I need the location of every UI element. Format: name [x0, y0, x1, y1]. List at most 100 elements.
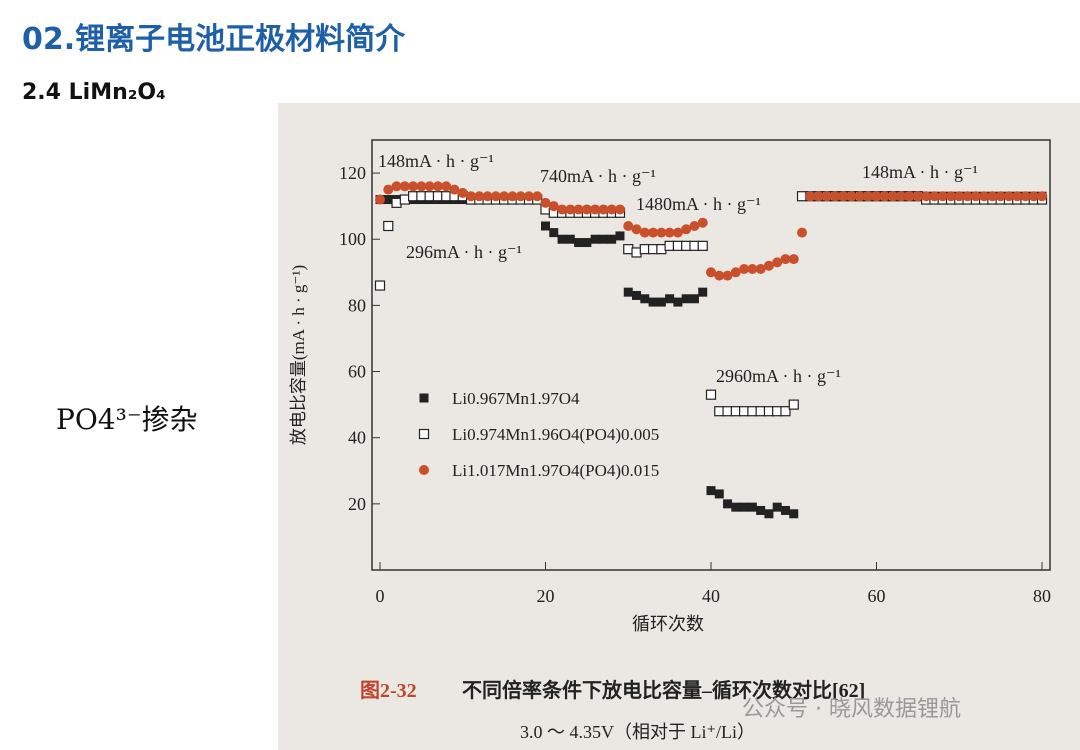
data-point	[648, 297, 658, 307]
data-point	[656, 297, 666, 307]
data-point	[763, 406, 775, 417]
data-point	[739, 502, 749, 512]
data-point	[665, 294, 675, 304]
data-point	[540, 197, 551, 208]
y-tick-label: 100	[339, 229, 366, 249]
data-point	[945, 191, 956, 202]
data-point	[731, 502, 741, 512]
data-point	[689, 221, 700, 231]
data-point	[557, 234, 567, 244]
legend-marker	[418, 428, 430, 440]
data-point	[565, 204, 576, 215]
data-point	[648, 227, 659, 238]
data-point	[424, 191, 435, 202]
caption-text: 不同倍率条件下放电比容量–循环次数对比[62]	[462, 678, 865, 702]
data-point	[673, 297, 683, 307]
data-point	[441, 181, 452, 192]
data-point	[780, 505, 790, 515]
data-point	[449, 184, 460, 195]
data-point	[697, 240, 708, 251]
data-point	[705, 389, 717, 400]
data-point	[772, 257, 783, 268]
data-point	[747, 406, 758, 417]
data-point	[788, 399, 799, 410]
side-label: PO4³⁻掺杂	[56, 403, 198, 436]
data-point	[681, 240, 692, 251]
data-point	[606, 204, 617, 215]
data-point	[987, 191, 998, 202]
y-tick-label: 40	[348, 428, 366, 448]
data-point	[399, 181, 410, 192]
data-point	[647, 244, 659, 255]
annotation: 2960mA · h · g⁻¹	[716, 366, 841, 386]
data-point	[614, 204, 625, 215]
data-point	[639, 244, 650, 255]
data-point	[863, 191, 874, 202]
data-point	[391, 181, 402, 192]
data-point	[698, 287, 708, 297]
data-point	[656, 227, 667, 238]
x-tick-label: 60	[868, 586, 886, 606]
data-point	[714, 406, 725, 417]
data-point	[523, 191, 534, 202]
legend-marker	[419, 393, 429, 403]
data-point	[408, 191, 419, 202]
data-point	[557, 204, 568, 215]
data-point	[772, 406, 783, 417]
data-point	[416, 191, 427, 202]
data-point	[756, 505, 766, 515]
data-point	[714, 270, 725, 281]
x-tick-label: 40	[702, 586, 720, 606]
data-point	[838, 191, 849, 202]
data-point	[714, 489, 724, 499]
slide-subtitle: 2.4 LiMn₂O₄	[22, 80, 166, 105]
data-point	[383, 184, 394, 195]
annotation: 148mA · h · g⁻¹	[378, 151, 494, 171]
data-point	[730, 406, 741, 417]
data-point	[747, 264, 758, 274]
data-point	[747, 502, 757, 512]
data-point	[1028, 191, 1039, 202]
data-point	[631, 247, 642, 258]
y-tick-label: 20	[348, 494, 366, 514]
data-point	[623, 221, 634, 231]
data-point	[375, 194, 385, 205]
data-point	[672, 240, 684, 251]
legend-label: Li0.967Mn1.97O4	[452, 389, 580, 408]
x-tick-label: 80	[1033, 586, 1051, 606]
data-point	[541, 221, 550, 231]
data-point	[607, 234, 617, 244]
data-point	[706, 486, 716, 496]
data-point	[789, 509, 799, 519]
data-point	[788, 254, 799, 265]
data-point	[1003, 191, 1014, 202]
data-point	[962, 191, 973, 202]
data-point	[391, 197, 402, 208]
data-point	[590, 204, 601, 215]
data-point	[408, 181, 419, 192]
caption-label: 图2-32	[360, 679, 417, 702]
data-point	[623, 244, 634, 255]
data-point	[432, 181, 443, 192]
photo-frame	[278, 103, 1080, 750]
data-point	[681, 294, 691, 304]
data-point	[615, 231, 625, 241]
data-point	[681, 224, 692, 235]
data-point	[821, 191, 832, 202]
data-point	[846, 191, 857, 202]
data-point	[399, 194, 410, 205]
data-point	[979, 191, 990, 202]
annotation: 1480mA · h · g⁻¹	[636, 194, 761, 214]
data-point	[722, 270, 733, 281]
y-axis-label: 放电比容量(mA · h · g⁻¹)	[289, 265, 308, 445]
data-point	[590, 234, 600, 244]
data-point	[581, 204, 592, 215]
data-point	[664, 227, 675, 238]
data-point	[623, 287, 633, 297]
data-point	[466, 191, 477, 202]
x-axis-label: 循环次数	[632, 614, 704, 634]
data-point	[1037, 191, 1047, 202]
data-point	[549, 228, 559, 238]
